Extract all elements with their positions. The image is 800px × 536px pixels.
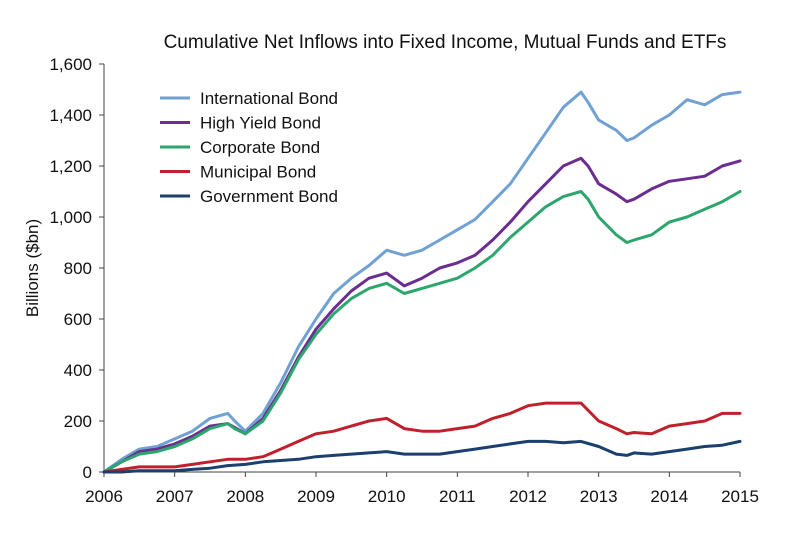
x-tick-label: 2010 xyxy=(368,487,406,506)
legend-label-corporate-bond: Corporate Bond xyxy=(200,138,320,157)
x-tick-label: 2011 xyxy=(439,487,476,506)
x-tick-label: 2013 xyxy=(580,487,618,506)
x-tick-label: 2006 xyxy=(85,487,123,506)
y-tick-label: 1,200 xyxy=(49,157,92,176)
y-tick-label: 800 xyxy=(64,259,92,278)
y-tick-label: 200 xyxy=(64,412,92,431)
y-tick-label: 1,000 xyxy=(49,208,92,227)
x-tick-label: 2007 xyxy=(156,487,194,506)
chart-title: Cumulative Net Inflows into Fixed Income… xyxy=(164,32,727,53)
x-tick-label: 2008 xyxy=(226,487,264,506)
x-tick-label: 2012 xyxy=(509,487,547,506)
y-tick-label: 1,400 xyxy=(49,106,92,125)
series-layer xyxy=(102,90,742,474)
legend-label-international-bond: International Bond xyxy=(200,89,338,108)
x-tick-label: 2015 xyxy=(721,487,759,506)
y-tick-label: 600 xyxy=(64,310,92,329)
y-tick-label: 1,600 xyxy=(49,55,92,74)
legend-label-high-yield-bond: High Yield Bond xyxy=(200,114,321,133)
y-tick-label: 0 xyxy=(83,463,92,482)
series-line-corporate-bond xyxy=(102,190,742,474)
legend-label-municipal-bond: Municipal Bond xyxy=(200,163,316,182)
x-tick-label: 2014 xyxy=(650,487,688,506)
x-tick-label: 2009 xyxy=(297,487,335,506)
series-line-international-bond xyxy=(102,90,742,474)
axes: 0 200 400 600 800 1,000 1,200 1,400 1,600 2006 200… xyxy=(49,55,758,506)
y-tick-label: 400 xyxy=(64,361,92,380)
series-line-municipal-bond xyxy=(102,401,742,474)
y-axis-title: Billions ($bn) xyxy=(23,219,42,317)
legend-label-government-bond: Government Bond xyxy=(200,187,338,206)
legend: International Bond High Yield Bond Corpora… xyxy=(160,89,338,206)
series-line-government-bond xyxy=(102,439,742,474)
